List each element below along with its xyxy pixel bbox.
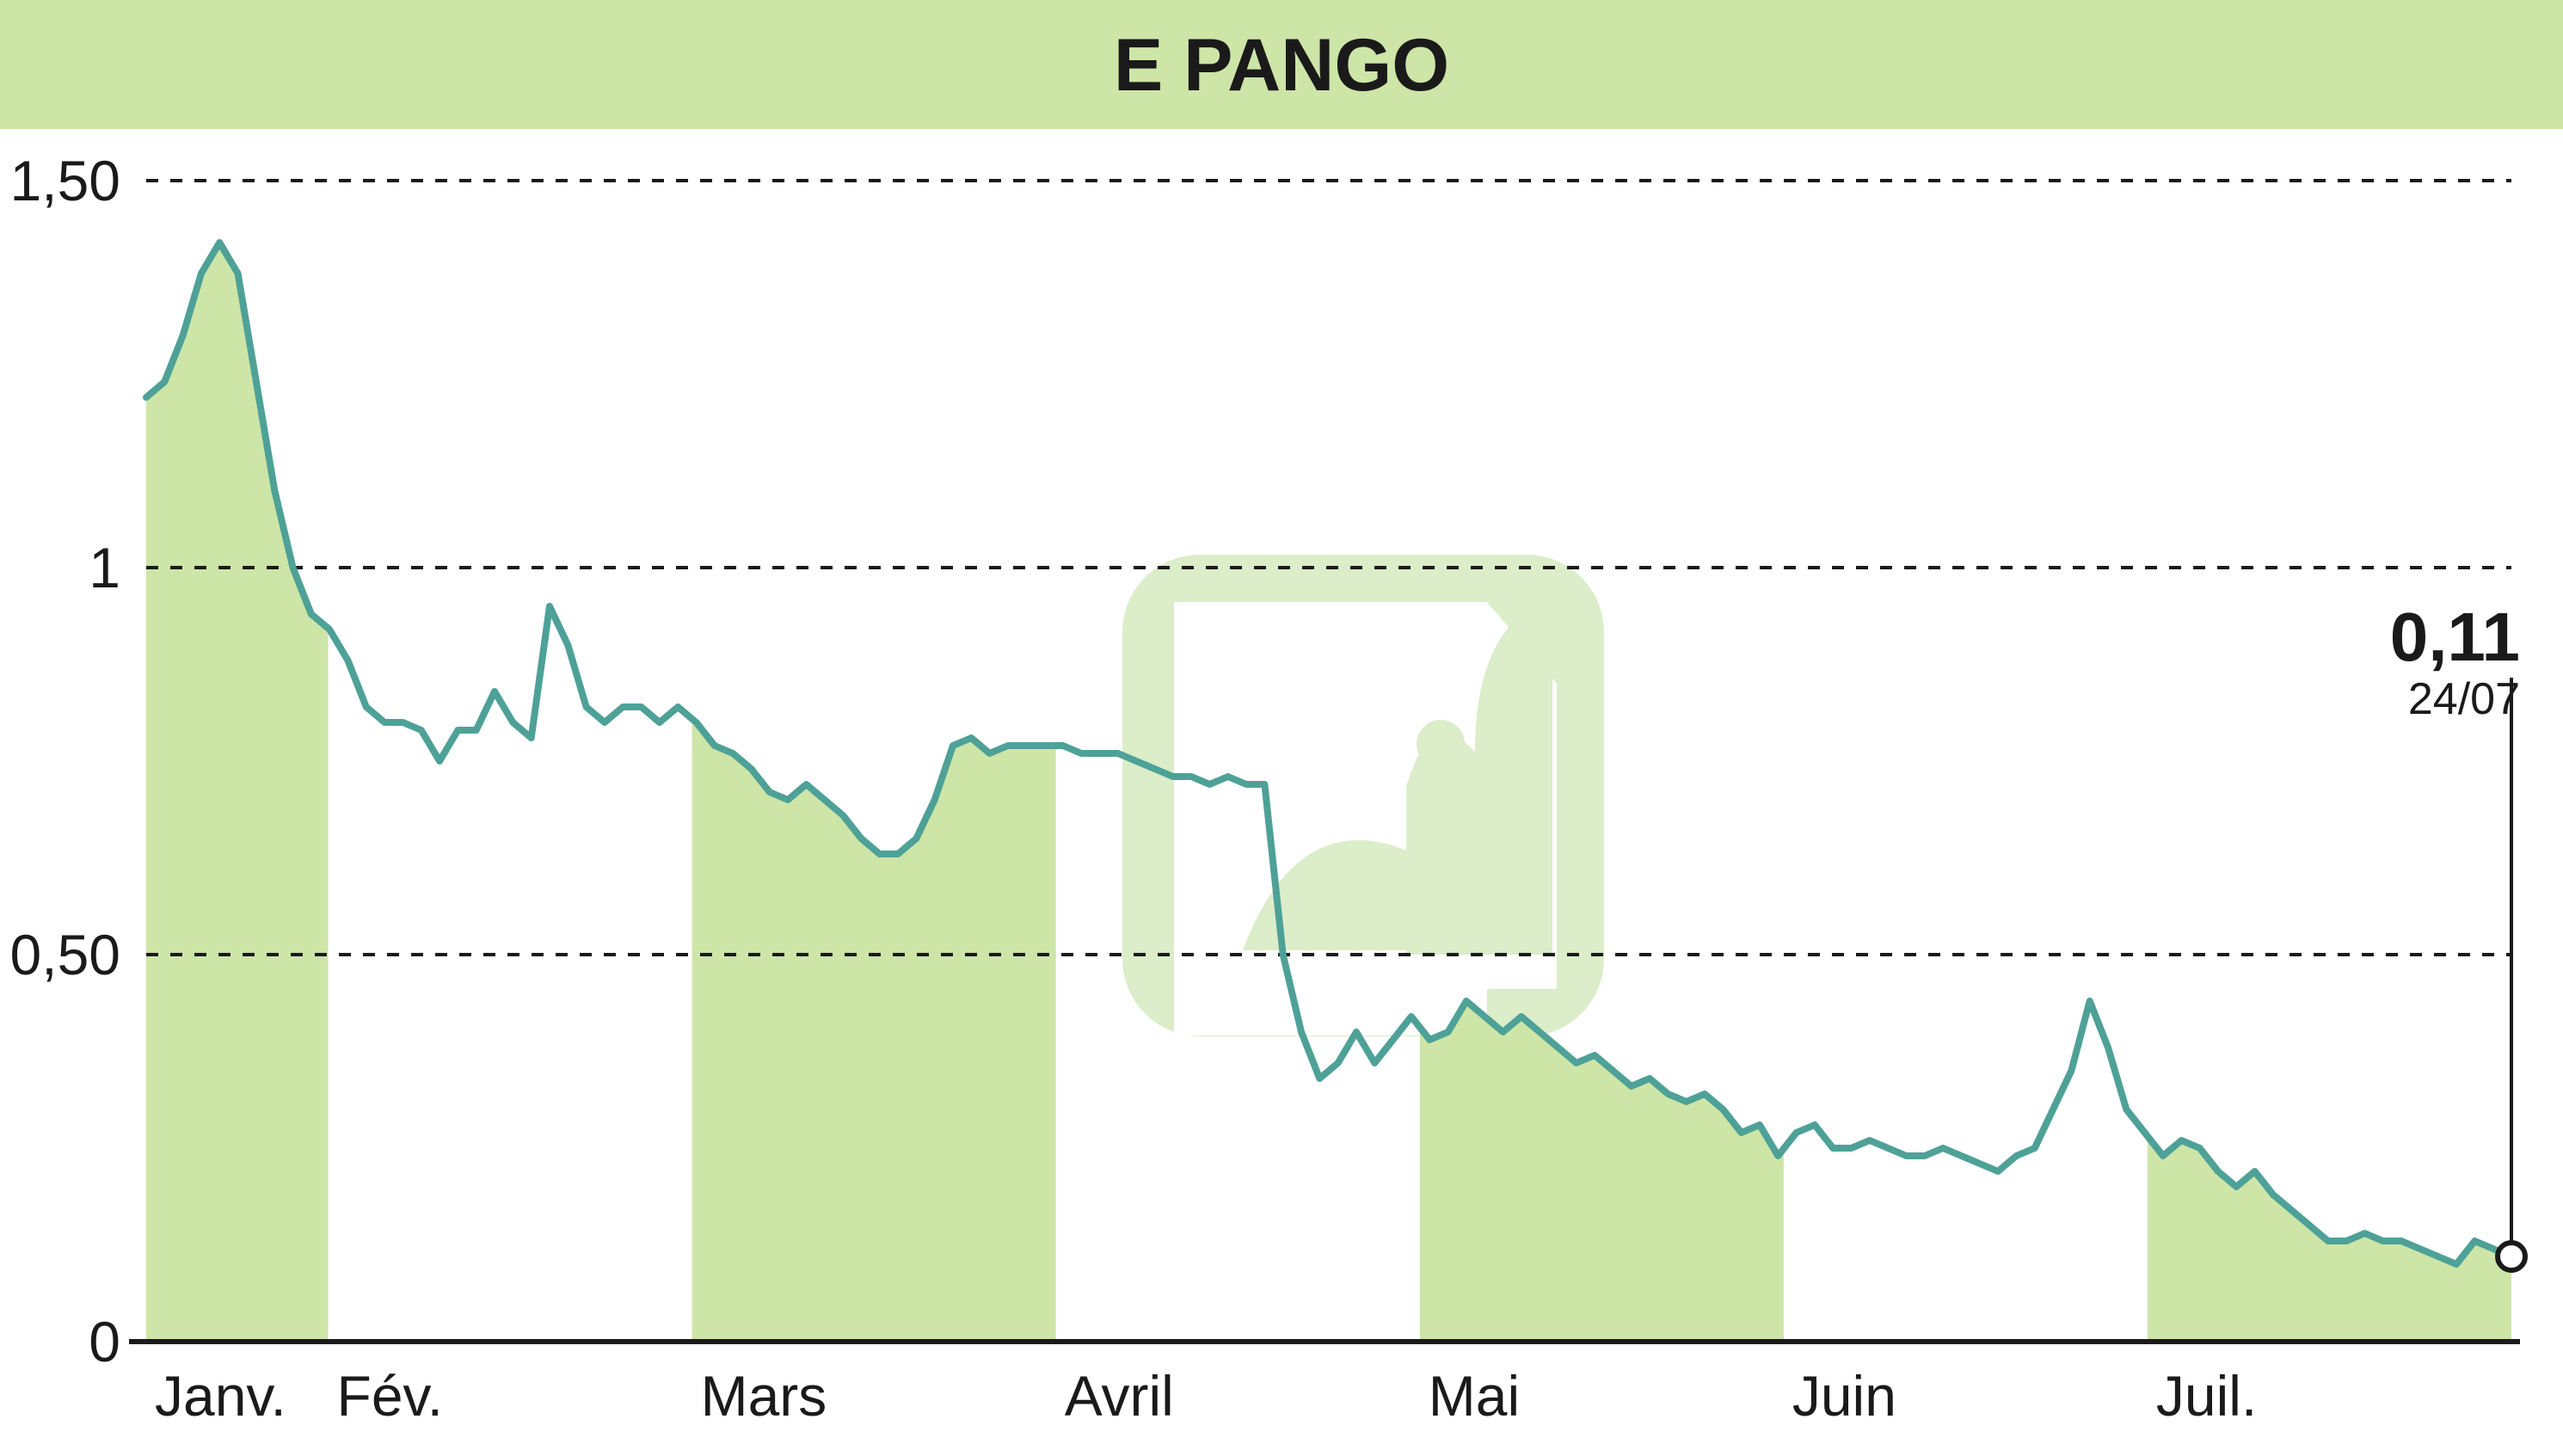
y-tick-label: 1,50: [10, 149, 120, 212]
x-tick-label: Juil.: [2156, 1364, 2257, 1428]
x-tick-label: Janv.: [155, 1364, 286, 1428]
y-tick-label: 1: [89, 536, 120, 599]
stock-chart: E PANGO 0 0,50 1 1,50 Janv. Fév. Mars Avril Mai Ju…: [0, 0, 2563, 1456]
x-tick-label: Mai: [1429, 1364, 1520, 1428]
x-tick-label: Fév.: [337, 1364, 443, 1428]
chart-svg: E PANGO 0 0,50 1 1,50 Janv. Fév. Mars Avril Mai Ju…: [0, 0, 2563, 1456]
x-tick-label: Avril: [1065, 1364, 1174, 1428]
x-tick-label: Juin: [1792, 1364, 1896, 1428]
end-date-label: 24/07: [2408, 674, 2520, 724]
end-value-label: 0,11: [2390, 599, 2520, 675]
x-tick-label: Mars: [701, 1364, 827, 1428]
y-tick-label: 0,50: [10, 923, 120, 986]
chart-title: E PANGO: [1114, 24, 1449, 107]
end-marker: [2498, 1243, 2525, 1270]
y-tick-label: 0: [89, 1310, 120, 1373]
watermark-icon: [1122, 555, 1604, 1036]
